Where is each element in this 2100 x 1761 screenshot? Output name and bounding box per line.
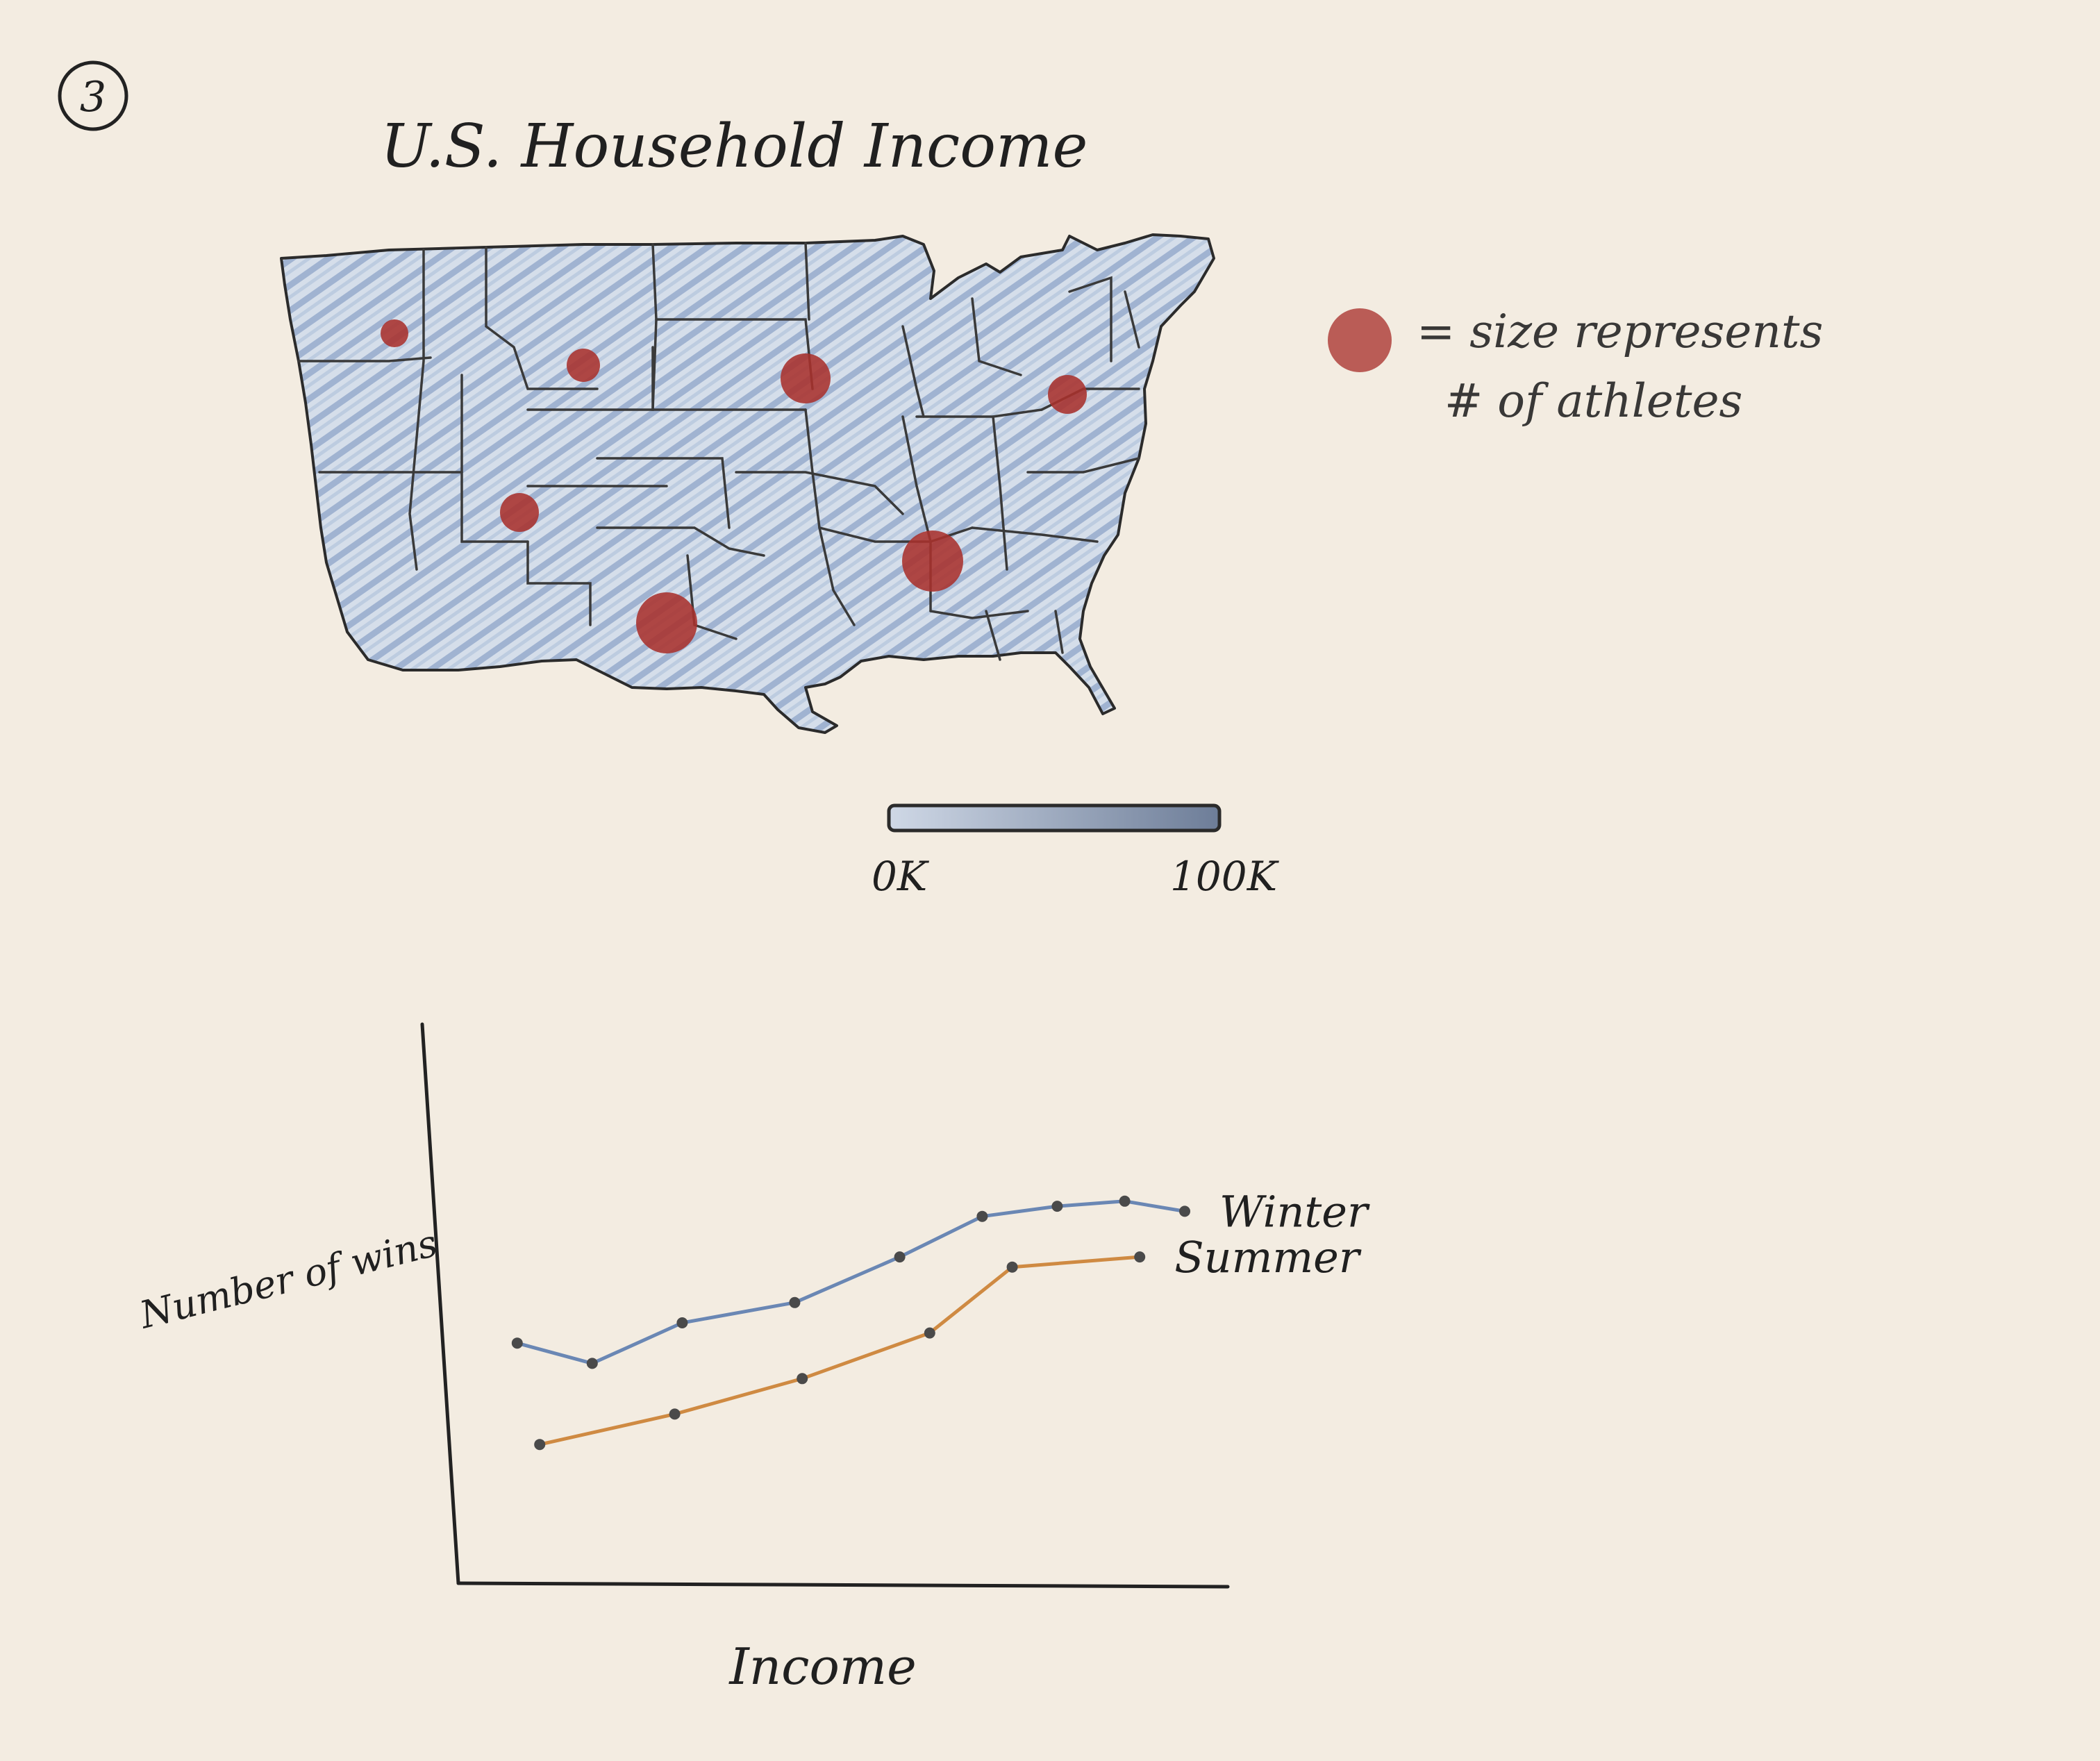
point-summer-2	[797, 1373, 808, 1385]
legend-label-summer: Summer	[1174, 1232, 1362, 1283]
x-axis	[456, 1581, 1230, 1589]
series-line-summer	[539, 1255, 1140, 1446]
income-scale-bar	[887, 803, 1222, 833]
page-number-label: 3	[80, 73, 106, 122]
map-title: U.S. Household Income	[381, 112, 1088, 181]
bubble-northwest	[381, 319, 408, 347]
bubble-legend: = size represents # of athletes	[1328, 305, 1823, 428]
y-axis	[420, 1022, 460, 1585]
legend-bubble	[1328, 308, 1392, 372]
bubble-tennessee	[902, 531, 963, 592]
point-summer-5	[1134, 1251, 1146, 1263]
bubble-montana	[567, 349, 600, 382]
point-summer-4	[1006, 1261, 1018, 1273]
point-winter-2	[676, 1317, 688, 1328]
us-map	[280, 233, 1215, 734]
y-axis-label: Number of wins	[134, 1221, 442, 1337]
point-winter-4	[894, 1251, 906, 1263]
point-winter-8	[1179, 1205, 1190, 1217]
legend-text-line1: = size represents	[1417, 305, 1823, 358]
y-axis-label-text: Number of wins	[134, 1221, 442, 1337]
us-map-outline	[280, 233, 1215, 734]
page-number-circle	[58, 60, 128, 131]
bubble-colorado	[500, 493, 539, 532]
legend-text-line2: # of athletes	[1444, 374, 1742, 428]
point-winter-3	[789, 1296, 801, 1308]
point-winter-5	[976, 1210, 988, 1222]
athlete-bubbles	[381, 319, 1087, 653]
point-winter-6	[1051, 1201, 1063, 1212]
bubble-texas	[636, 592, 697, 653]
point-summer-1	[669, 1408, 681, 1420]
page-number: 3	[58, 60, 128, 131]
income-scale: 0K 100K	[872, 803, 1280, 900]
point-winter-7	[1119, 1195, 1131, 1207]
scale-max-label: 100K	[1170, 853, 1280, 900]
scale-min-label: 0K	[872, 853, 930, 900]
bubble-minnesota	[781, 353, 831, 403]
x-axis-label: Income	[728, 1637, 916, 1696]
bubble-new-york	[1048, 375, 1087, 414]
series-line-winter	[517, 1199, 1185, 1365]
point-winter-1	[586, 1358, 598, 1369]
point-winter-0	[511, 1337, 523, 1349]
point-summer-0	[534, 1439, 546, 1451]
legend-label-winter: Winter	[1219, 1186, 1370, 1237]
point-summer-3	[924, 1327, 935, 1339]
